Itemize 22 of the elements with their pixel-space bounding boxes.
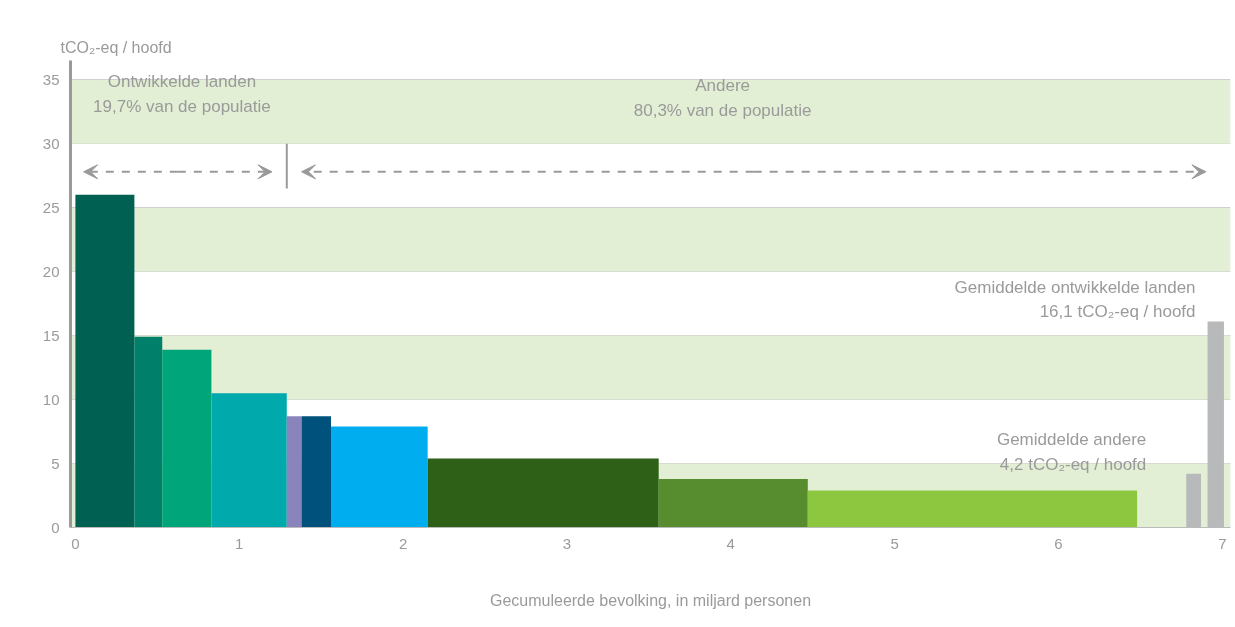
y-tick-label: 0: [51, 518, 60, 536]
x-tick-label: 4: [726, 534, 735, 552]
y-tick-label: 25: [42, 198, 60, 216]
y-tick-label: 10: [42, 390, 60, 408]
x-tick-label: 6: [1054, 534, 1063, 552]
x-tick-label: 0: [71, 534, 80, 552]
x-tick-label: 1: [235, 534, 244, 552]
x-tick-label: 7: [1218, 534, 1227, 552]
y-tick-label: 35: [42, 70, 60, 88]
annotation: Gemiddelde andere 4,2 tCO₂-eq / hoofd: [996, 430, 1147, 474]
y-tick-label: 30: [42, 134, 60, 152]
y-tick-label: 15: [42, 326, 60, 344]
annotation: Gemiddelde ontwikkelde landen 16,1 tCO₂-eq / hoofd: [954, 277, 1196, 322]
x-axis-title: Gecumuleerde bevolking, in miljard personen: [489, 591, 812, 609]
x-tick-label: 3: [562, 534, 572, 552]
y-axis-title: tCO₂-eq / hoofd: [60, 38, 172, 56]
x-tick-label: 5: [890, 534, 899, 552]
x-tick-label: 2: [398, 534, 408, 552]
annotation: Andere 80,3% van de populatie: [633, 75, 812, 120]
y-tick-label: 5: [51, 454, 60, 472]
y-tick-label: 20: [42, 262, 60, 280]
annotation: Ontwikkelde landen 19,7% van de populatie: [93, 72, 271, 116]
